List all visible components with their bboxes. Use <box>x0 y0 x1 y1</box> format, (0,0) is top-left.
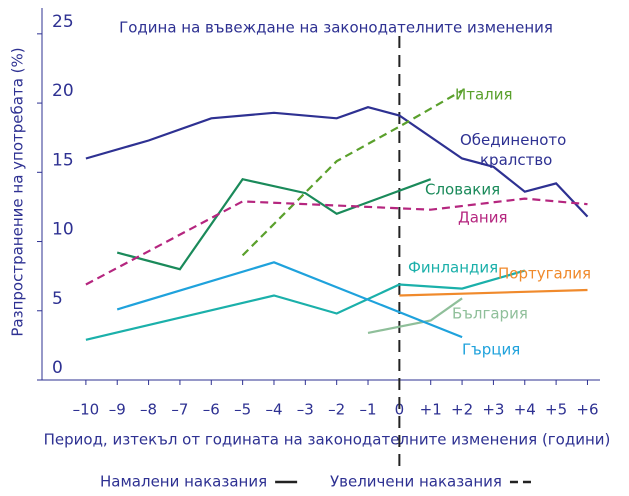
y-tick-label: 0 <box>52 358 63 378</box>
series-label: България <box>452 305 528 323</box>
x-tick-label: –1 <box>359 401 376 419</box>
x-tick-label: +4 <box>514 401 536 419</box>
y-tick-label: 10 <box>52 220 74 240</box>
x-tick-label: +2 <box>451 401 473 419</box>
series-label: Финландия <box>408 259 498 277</box>
series-line <box>85 106 589 218</box>
legend-label: Намалени наказания <box>100 473 267 491</box>
y-tick-label: 25 <box>52 12 74 32</box>
x-tick-label: –5 <box>234 401 251 419</box>
x-tick-label: +5 <box>545 401 567 419</box>
series-label: Словакия <box>425 181 500 199</box>
series-line <box>399 288 588 297</box>
series-label: Гърция <box>462 341 520 359</box>
x-tick-label: –9 <box>109 401 126 419</box>
x-tick-label: +6 <box>576 401 598 419</box>
x-tick-label: –6 <box>203 401 220 419</box>
x-tick-label: –4 <box>265 401 282 419</box>
series-line <box>85 197 588 286</box>
x-tick-label: –8 <box>140 401 157 419</box>
x-tick-label: –10 <box>73 401 100 419</box>
y-tick-label: 20 <box>52 81 74 101</box>
x-tick-label: –3 <box>297 401 314 419</box>
series-label: Португалия <box>498 265 591 283</box>
x-tick-label: –2 <box>328 401 345 419</box>
series-line <box>116 261 463 339</box>
series-label: Обединеното кралство <box>460 131 566 169</box>
series-line <box>116 177 432 271</box>
series-label: Дания <box>458 209 508 227</box>
x-tick-label: –7 <box>171 401 188 419</box>
series-label: Италия <box>455 86 513 104</box>
legend-label: Увеличени наказания <box>330 473 502 491</box>
y-tick-label: 5 <box>52 289 63 309</box>
y-tick-label: 15 <box>52 150 74 170</box>
x-axis-label: Период, изтекъл от годината на законодат… <box>44 431 611 449</box>
series-line <box>241 89 463 257</box>
x-tick-label: +1 <box>420 401 442 419</box>
series-line <box>367 297 463 334</box>
annotation: Година на въвеждане на законодателните и… <box>119 19 553 37</box>
x-tick-label: 0 <box>395 401 405 419</box>
x-tick-label: +3 <box>482 401 504 419</box>
y-axis-label: Разпространение на употребата (%) <box>9 47 27 336</box>
